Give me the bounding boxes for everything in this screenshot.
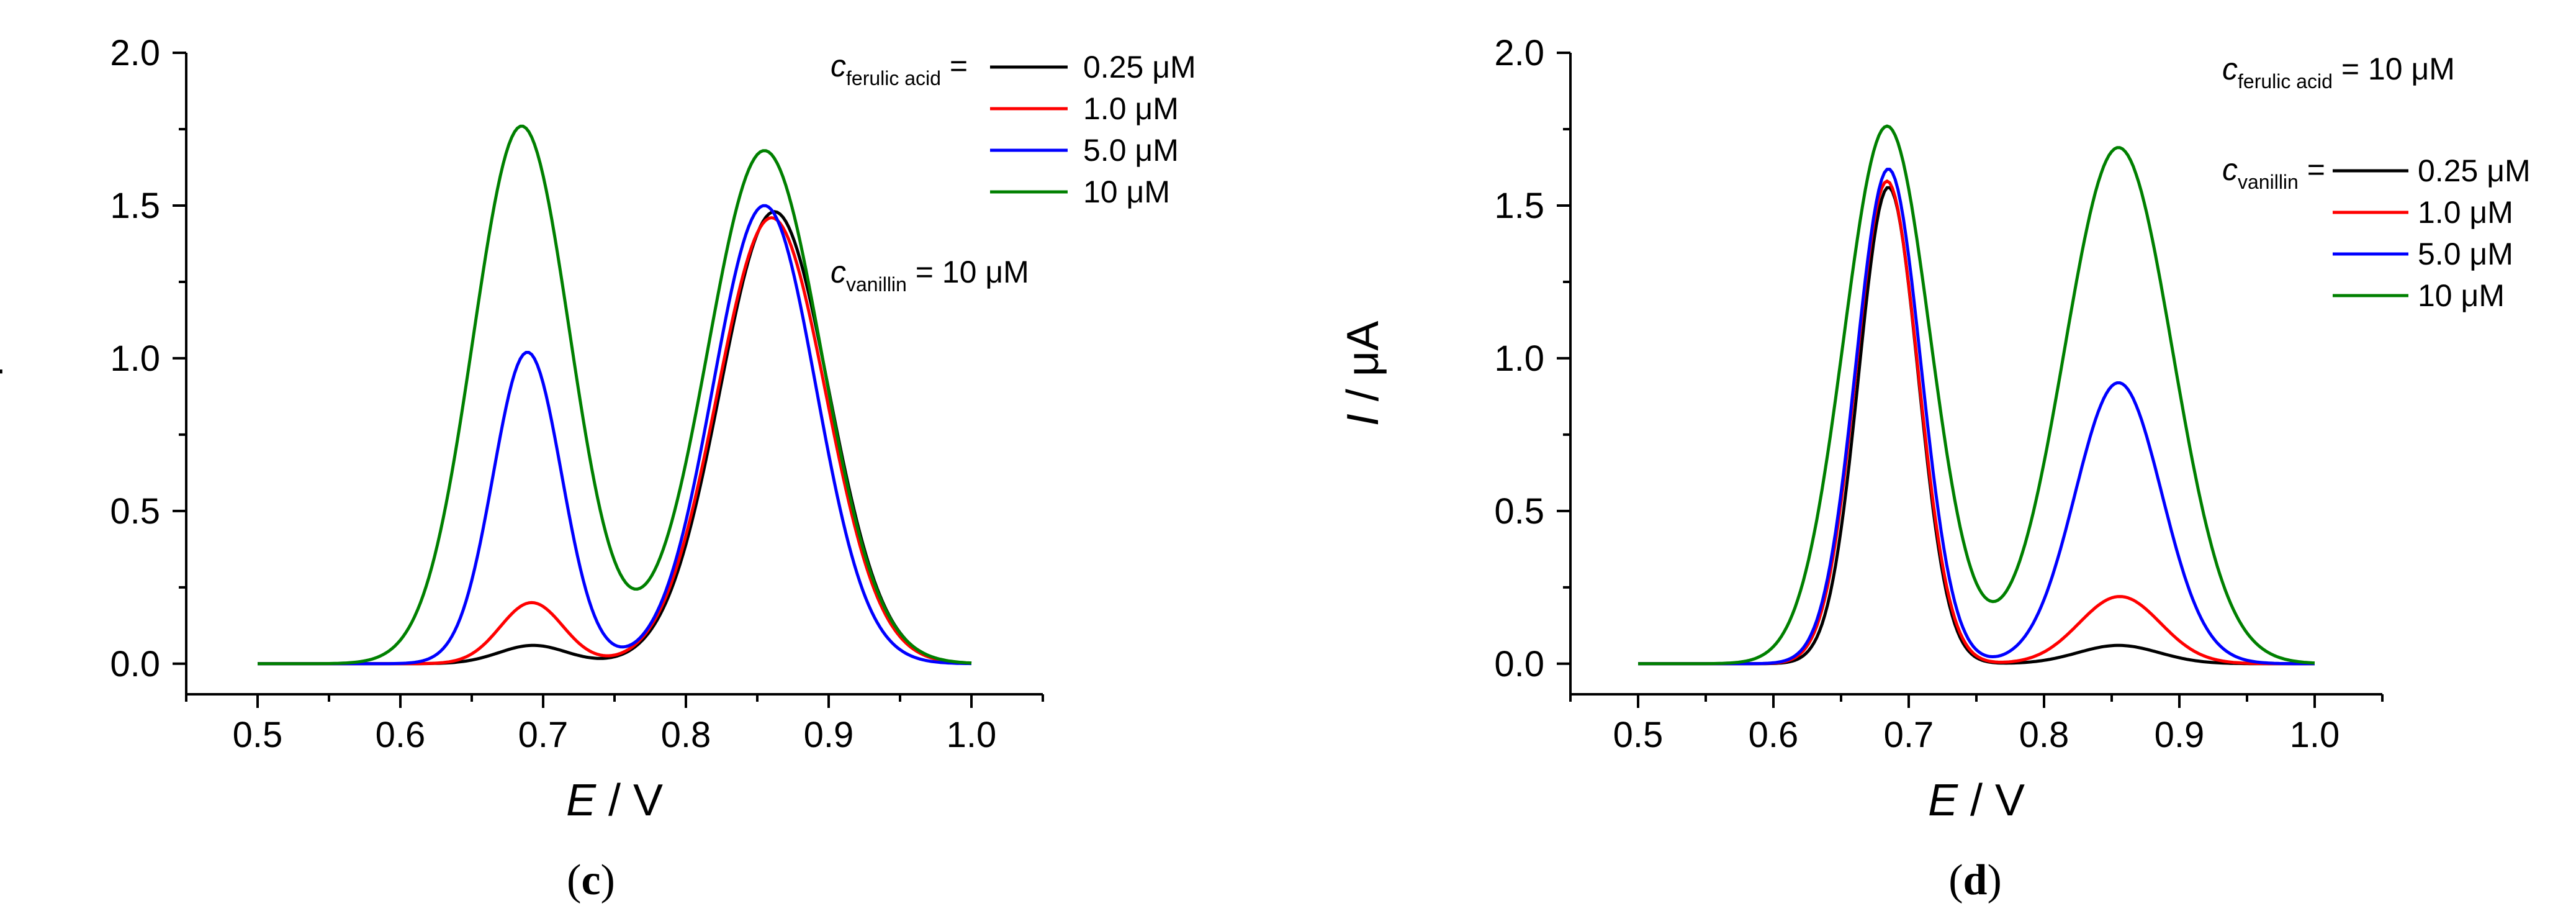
panel-label: (c) [567,856,615,904]
x-axis-title: E / V [566,776,663,825]
x-tick-label: 0.5 [1613,715,1664,755]
fixed-symbol: c [831,255,846,289]
y-axis-unit: / μA [1338,321,1388,414]
y-tick-label: 1.5 [1494,186,1544,226]
x-tick-label: 0.6 [376,715,426,755]
y-tick-label: 2.0 [1494,33,1544,73]
legend-entry-label: 10 μM [1083,174,1170,209]
legend-entry-label: 5.0 μM [1083,133,1179,168]
legend-entry-label: 10 μM [2418,278,2505,313]
x-axis-title: E / V [1928,776,2025,825]
x-axis-unit: / V [1958,776,2025,825]
x-axis-variable: E [566,776,597,825]
x-tick-label: 0.9 [2155,715,2205,755]
y-axis-title: I / μA [0,321,4,427]
legend-variable-symbol: c [831,48,846,83]
fixed-subscript: ferulic acid [2238,70,2333,93]
y-tick-label: 2.0 [110,33,160,73]
legend-variable-subscript: vanillin [2238,171,2299,193]
x-tick-label: 0.7 [518,715,569,755]
panel-paren-close: ) [1987,856,2001,904]
fixed-symbol: c [2222,52,2238,86]
series-line [1638,179,2315,666]
x-tick-label: 0.5 [233,715,283,755]
x-tick-label: 1.0 [2290,715,2340,755]
legend-equals: = [2299,152,2325,187]
panel-paren-close: ) [601,856,615,904]
fixed-concentration-label: cferulic acid = 10 μM [2222,52,2455,93]
legend-variable-label: cvanillin = [2222,152,2325,193]
fixed-subscript: vanillin [846,273,907,296]
y-axis-variable: I [1338,414,1388,426]
y-tick-label: 0.0 [110,644,160,684]
series-line [258,204,972,666]
legend-variable-symbol: c [2222,152,2238,187]
legend-entry-label: 0.25 μM [1083,50,1196,84]
y-tick-label: 1.0 [1494,338,1544,379]
chart-panel-c: 0.5 0.6 0.7 0.8 0.9 1.0 0.0 0.5 1.0 1.5 2.0 E / V I … [0,33,1196,904]
x-axis-variable: E [1928,776,1958,825]
series-line [1638,124,2315,666]
x-tick-label: 1.0 [947,715,997,755]
y-axis-title: I / μA [1338,321,1388,427]
y-axis-unit: / μA [0,321,4,414]
legend-variable-label: cferulic acid = [831,48,968,89]
fixed-concentration-label: cvanillin = 10 μM [831,255,1029,296]
x-tick-label: 0.8 [2019,715,2069,755]
series-line [1638,186,2315,666]
fixed-value: = 10 μM [907,255,1029,289]
series-line [258,124,972,666]
y-tick-label: 1.0 [110,338,160,379]
legend-entry-label: 1.0 μM [2418,195,2513,230]
chart-panel-d: 0.5 0.6 0.7 0.8 0.9 1.0 0.0 0.5 1.0 1.5 2.0 E / V I … [1338,33,2531,904]
x-tick-label: 0.6 [1749,715,1799,755]
panel-letter: d [1963,856,1988,904]
y-tick-label: 0.5 [110,491,160,532]
y-tick-label: 0.0 [1494,644,1544,684]
x-tick-label: 0.8 [661,715,711,755]
panel-paren-open: ( [567,856,581,904]
series-line [1638,168,2315,666]
fixed-value: = 10 μM [2333,52,2455,86]
panel-label: (d) [1948,856,2002,904]
y-tick-label: 1.5 [110,186,160,226]
x-tick-label: 0.9 [804,715,854,755]
x-tick-label: 0.7 [1884,715,1934,755]
y-axis-variable: I [0,414,4,426]
legend-variable-subscript: ferulic acid [846,67,941,89]
legend-entry-label: 5.0 μM [2418,237,2513,271]
legend-equals: = [941,48,968,83]
legend-entry-label: 0.25 μM [2418,153,2531,188]
legend-entry-label: 1.0 μM [1083,91,1179,126]
panel-paren-open: ( [1948,856,1963,904]
y-tick-label: 0.5 [1494,491,1544,532]
panel-letter: c [581,856,600,904]
x-axis-unit: / V [596,776,663,825]
